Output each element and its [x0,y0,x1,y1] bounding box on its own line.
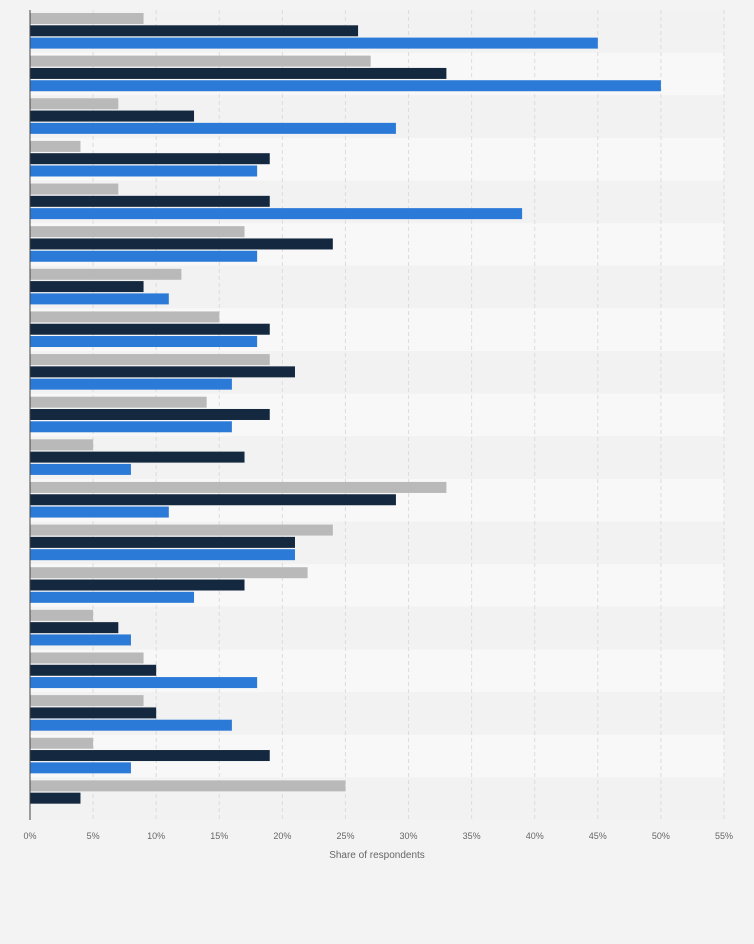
bar [30,80,661,92]
bar [30,451,245,463]
x-tick-label: 40% [526,831,544,841]
bar [30,652,144,664]
x-tick-label: 10% [147,831,165,841]
x-tick-label: 45% [589,831,607,841]
bar [30,609,94,621]
bar [30,481,447,493]
bar [30,677,258,689]
bar [30,536,295,548]
bar [30,421,232,433]
bar [30,439,94,451]
bar [30,719,232,731]
bar [30,336,258,348]
bar [30,579,245,591]
bar [30,792,81,804]
bar [30,591,195,603]
bar [30,408,270,420]
bar [30,323,270,335]
bar [30,567,308,579]
x-tick-label: 25% [336,831,354,841]
bar [30,293,169,305]
bar [30,366,295,378]
bar [30,762,131,774]
bar [30,707,157,719]
bar [30,25,359,37]
bar [30,737,94,749]
bar [30,622,119,634]
bar [30,268,182,280]
bars [30,13,661,804]
bar [30,311,220,323]
x-tick-label: 0% [23,831,36,841]
x-tick-label: 35% [463,831,481,841]
x-tick-label: 30% [400,831,418,841]
bar [30,378,232,390]
x-tick-label: 15% [210,831,228,841]
bar [30,195,270,207]
x-tick-label: 5% [87,831,100,841]
bar [30,750,270,762]
bar [30,506,169,518]
bar [30,153,270,165]
row-band [30,606,724,650]
bar [30,695,144,707]
bar [30,208,523,220]
bar [30,183,119,195]
bar [30,524,333,536]
bar [30,55,371,67]
bar [30,634,131,646]
bar [30,549,295,561]
bar [30,37,598,49]
bar [30,98,119,110]
bar [30,463,131,475]
bar [30,494,396,506]
bar [30,165,258,177]
x-tick-label: 20% [273,831,291,841]
bar [30,354,270,366]
bar [30,238,333,250]
bar [30,250,258,262]
x-tick-label: 55% [715,831,733,841]
x-tick-label: 50% [652,831,670,841]
bar [30,281,144,293]
bar [30,110,195,122]
bar [30,67,447,79]
bar [30,664,157,676]
bar [30,226,245,238]
x-axis-label: Share of respondents [329,850,425,861]
bar [30,140,81,152]
bar [30,13,144,24]
bar [30,780,346,792]
x-axis: 0% 5% 10% 15% 20% 25% 30% 35% 40% 45% 50% 55% [23,10,733,841]
bar [30,396,207,408]
bar [30,122,396,134]
